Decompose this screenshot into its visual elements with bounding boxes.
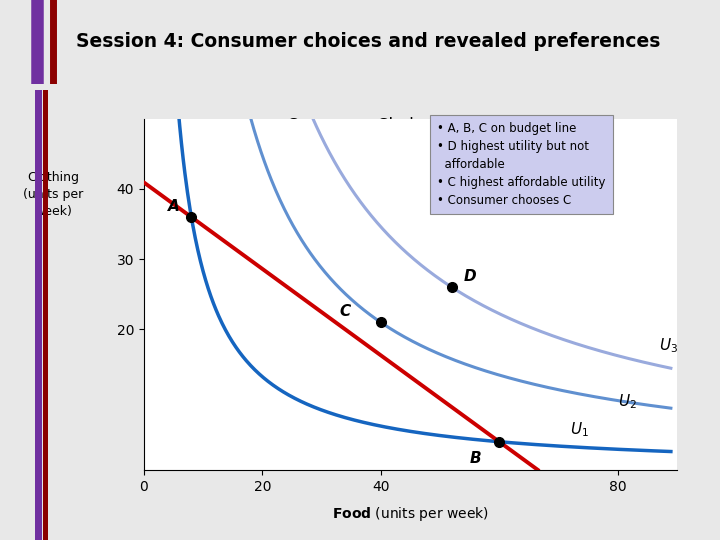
Text: $U_2$: $U_2$ bbox=[618, 393, 636, 411]
Text: • A, B, C on budget line
• D highest utility but not
  affordable
• C highest af: • A, B, C on budget line • D highest uti… bbox=[437, 122, 606, 207]
Text: $\bf{Food}$ (units per week): $\bf{Food}$ (units per week) bbox=[332, 505, 489, 523]
Text: $U_1$: $U_1$ bbox=[570, 421, 589, 440]
Text: Clothing
(units per
week): Clothing (units per week) bbox=[23, 172, 84, 219]
Text: Consumer Choice: Consumer Choice bbox=[287, 117, 433, 135]
Text: $U_3$: $U_3$ bbox=[659, 336, 678, 355]
Text: C: C bbox=[339, 304, 351, 319]
Text: A: A bbox=[168, 199, 179, 213]
Text: Session 4: Consumer choices and revealed preferences: Session 4: Consumer choices and revealed… bbox=[76, 32, 660, 51]
Text: D: D bbox=[464, 269, 477, 284]
Text: B: B bbox=[469, 451, 481, 466]
